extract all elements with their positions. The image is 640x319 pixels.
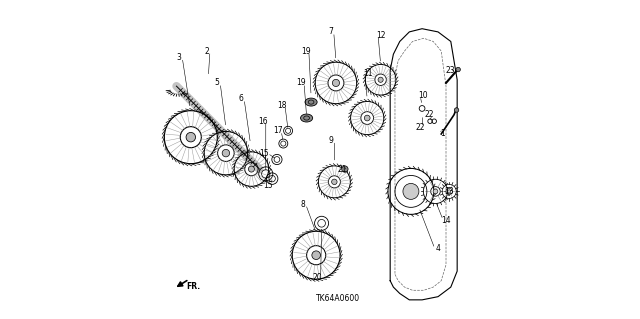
Text: 13: 13 — [444, 187, 454, 196]
Text: 19: 19 — [301, 47, 310, 56]
Text: 4: 4 — [436, 244, 440, 253]
Text: TK64A0600: TK64A0600 — [316, 294, 360, 303]
Text: 17: 17 — [273, 126, 283, 135]
Ellipse shape — [305, 98, 317, 106]
Circle shape — [454, 108, 459, 112]
Text: 7: 7 — [328, 27, 333, 36]
Text: 3: 3 — [177, 53, 181, 62]
Text: 11: 11 — [363, 69, 372, 78]
Circle shape — [403, 183, 419, 199]
Text: 12: 12 — [376, 31, 386, 40]
Text: 21: 21 — [337, 165, 347, 174]
Text: 20: 20 — [312, 273, 323, 282]
Text: 8: 8 — [300, 200, 305, 209]
Text: 2: 2 — [204, 47, 209, 56]
Text: 5: 5 — [214, 78, 220, 87]
Text: 15: 15 — [259, 149, 269, 158]
Circle shape — [312, 251, 321, 260]
Circle shape — [222, 149, 230, 157]
Circle shape — [332, 179, 337, 185]
Text: 23: 23 — [445, 66, 455, 75]
Text: FR.: FR. — [186, 282, 200, 291]
Circle shape — [433, 189, 438, 194]
Circle shape — [378, 77, 383, 82]
Circle shape — [248, 166, 255, 172]
Text: 18: 18 — [277, 101, 287, 110]
Circle shape — [456, 67, 460, 72]
Ellipse shape — [301, 114, 313, 122]
Text: 14: 14 — [442, 216, 451, 225]
Text: 10: 10 — [419, 91, 428, 100]
Text: 1: 1 — [440, 130, 445, 138]
Circle shape — [342, 166, 348, 172]
Circle shape — [186, 132, 196, 142]
Text: 16: 16 — [258, 117, 268, 126]
Text: 22: 22 — [425, 110, 434, 119]
Text: 19: 19 — [296, 78, 306, 87]
Circle shape — [364, 115, 370, 121]
Text: 6: 6 — [239, 94, 243, 103]
Circle shape — [447, 190, 451, 193]
Text: 9: 9 — [329, 136, 333, 145]
Circle shape — [332, 79, 340, 86]
Text: 22: 22 — [415, 123, 424, 132]
Text: 15: 15 — [264, 181, 273, 189]
